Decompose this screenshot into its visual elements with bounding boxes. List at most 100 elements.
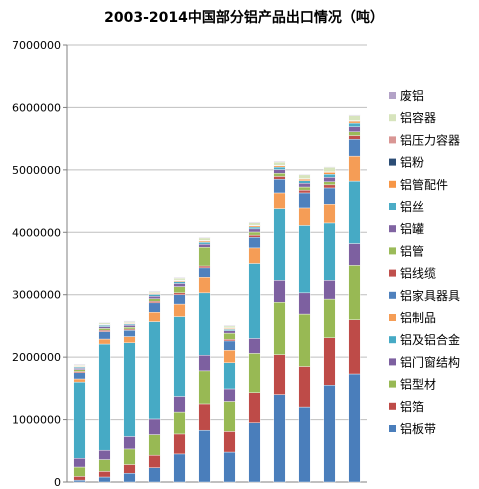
bar-segment: [198, 237, 211, 241]
bar-segment: [173, 277, 186, 281]
bar-segment: [323, 280, 336, 300]
bar-segment: [348, 120, 361, 124]
bar-segment: [223, 451, 236, 483]
bar-segment: [148, 298, 161, 302]
legend-swatch: [389, 314, 396, 321]
bar-segment: [98, 331, 111, 340]
y-tick-label: 1000000: [12, 414, 61, 427]
bar-segment: [123, 336, 136, 343]
bar-segment: [123, 473, 136, 483]
bar-segment: [198, 429, 211, 483]
bar-stack-2013: [323, 166, 336, 483]
bar-segment: [298, 174, 311, 179]
bar-segment: [348, 115, 361, 121]
y-tick-label: 7000000: [12, 39, 61, 52]
bar-segment: [298, 189, 311, 194]
bar-segment: [223, 350, 236, 363]
legend-swatch: [389, 269, 396, 277]
bar-segment: [123, 342, 136, 437]
bar-segment: [173, 277, 186, 279]
bar-segment: [323, 181, 336, 186]
bar-segment: [123, 464, 136, 474]
legend-entry: 铝丝: [400, 199, 424, 214]
bar-segment: [173, 316, 186, 397]
bar-segment: [273, 354, 286, 395]
bar-segment: [248, 422, 261, 483]
legend-entry: 铝家具器具: [400, 288, 460, 303]
bar-segment: [98, 338, 111, 345]
bar-segment: [173, 433, 186, 455]
legend-entry: 铝管配件: [400, 177, 448, 192]
bar-segment: [148, 290, 161, 292]
bar-segment: [148, 434, 161, 456]
bar-segment: [198, 267, 211, 278]
bar-segment: [273, 208, 286, 281]
bar-segment: [323, 385, 336, 483]
bar-segment: [323, 298, 336, 338]
bar-segment: [198, 237, 211, 239]
bar-stack-2007: [173, 277, 186, 483]
bar-segment: [198, 247, 211, 267]
bar-segment: [223, 388, 236, 402]
bar-segment: [298, 192, 311, 209]
bar-segment: [173, 453, 186, 483]
bar-segment: [198, 355, 211, 372]
bar-segment: [173, 292, 186, 295]
bar-segment: [323, 166, 336, 168]
bar-stack-2004: [98, 321, 111, 483]
chart-title: 2003-2014中国部分铝产品出口情况（吨）: [104, 9, 384, 26]
bar-segment: [323, 184, 336, 189]
legend-entry: 铝容器: [400, 110, 436, 125]
legend-swatch: [389, 158, 396, 166]
bar-segment: [148, 296, 161, 299]
bar-segment: [248, 247, 261, 264]
y-tick-label: 2000000: [12, 351, 61, 364]
bar-segment: [73, 466, 86, 477]
bar-segment: [323, 177, 336, 182]
bar-segment: [248, 228, 261, 233]
bar-segment: [123, 436, 136, 450]
legend: 废铝铝容器铝压力容器铝粉铝管配件铝丝铝罐铝管铝线缆铝家具器具铝制品铝及铝合金铝门…: [389, 88, 460, 436]
bar-segment: [223, 339, 236, 342]
bar-segment: [98, 328, 111, 331]
bar-segment: [348, 265, 361, 320]
bar-segment: [348, 131, 361, 136]
bar-segment: [298, 225, 311, 294]
bar-segment: [173, 294, 186, 305]
bar-stack-2010: [248, 221, 261, 483]
bar-segment: [198, 242, 211, 245]
bar-segment: [273, 161, 286, 166]
bar-segment: [73, 476, 86, 481]
bar-segment: [273, 169, 286, 174]
bar-segment: [73, 372, 86, 380]
bar-segment: [73, 369, 86, 372]
bar-segment: [123, 330, 136, 337]
bar-segment: [298, 313, 311, 367]
legend-swatch: [389, 136, 396, 144]
bar-segment: [223, 362, 236, 390]
bar-segment: [348, 373, 361, 483]
bar-segment: [173, 396, 186, 413]
legend-swatch: [389, 336, 396, 344]
bar-segment: [348, 122, 361, 127]
bar-segment: [98, 459, 111, 472]
bar-segment: [298, 174, 311, 176]
legend-entry: 铝及铝合金: [400, 332, 460, 347]
bar-segment: [173, 281, 186, 284]
bar-segment: [98, 326, 111, 329]
legend-entry: 铝粉: [400, 155, 424, 170]
bar-segment: [248, 263, 261, 339]
bar-segment: [273, 176, 286, 180]
bar-segment: [123, 448, 136, 465]
bar-segment: [348, 139, 361, 157]
bar-segment: [298, 183, 311, 188]
bar-segment: [73, 364, 86, 366]
bar-segment: [273, 166, 286, 170]
bar-segment: [223, 332, 236, 340]
bar-stack-2012: [298, 174, 311, 483]
bar-segment: [198, 265, 211, 269]
bar-segment: [273, 302, 286, 355]
bar-segment: [148, 302, 161, 313]
bar-segment: [173, 286, 186, 294]
